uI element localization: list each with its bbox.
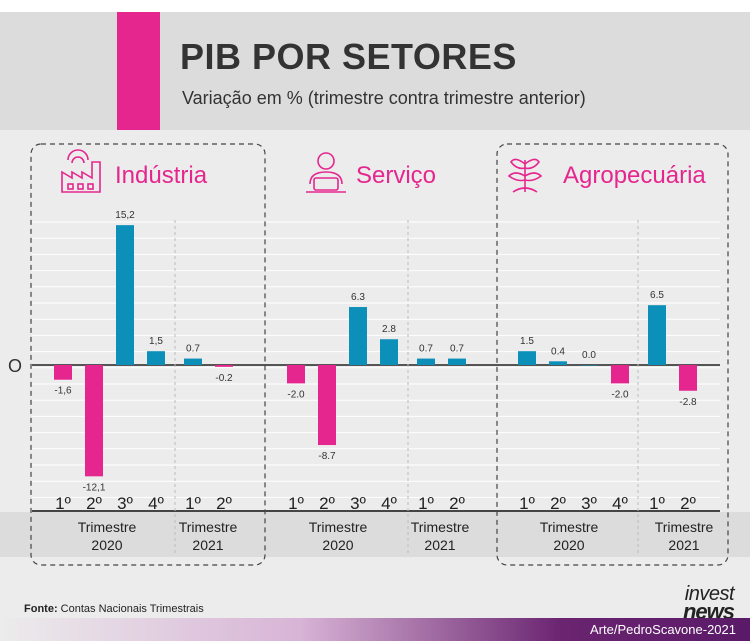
sector-title: Agropecuária: [563, 162, 706, 189]
data-label: 15,2: [115, 210, 135, 221]
year-label: 2020: [322, 537, 353, 553]
year-label: 2021: [424, 537, 455, 553]
data-label: -1,6: [54, 386, 72, 397]
bar: [648, 305, 666, 365]
data-label: -2.0: [287, 389, 305, 400]
bar: [518, 351, 536, 365]
year-label: Trimestre: [309, 519, 368, 535]
bar: [679, 365, 697, 391]
data-label: 6.5: [650, 290, 664, 301]
year-label: 2021: [668, 537, 699, 553]
quarter-label: 4º: [612, 494, 628, 513]
bar: [349, 307, 367, 365]
bar: [54, 365, 72, 380]
sector-1: Serviço -2.0 1º -8.7 2º 6.3 3º 2.8 4º 0.7 1º 0.7 2º T…: [287, 152, 470, 556]
data-label: 1,5: [149, 336, 163, 347]
bar: [287, 365, 305, 384]
quarter-label: 1º: [649, 494, 665, 513]
quarter-label: 1º: [288, 494, 304, 513]
bar: [580, 365, 598, 366]
bar: [184, 358, 202, 365]
quarter-label: 1º: [55, 494, 71, 513]
factory-icon: [61, 149, 101, 193]
quarter-label: 4º: [148, 494, 164, 513]
data-label: 0.7: [186, 344, 200, 355]
year-label: Trimestre: [179, 519, 238, 535]
bar: [549, 361, 567, 365]
credit-text: Arte/PedroScavone-2021: [590, 622, 736, 637]
quarter-label: 2º: [319, 494, 335, 513]
quarter-label: 1º: [519, 494, 535, 513]
year-label: Trimestre: [411, 519, 470, 535]
source-text: Contas Nacionais Trimestrais: [60, 603, 204, 615]
year-label: Trimestre: [78, 519, 137, 535]
quarter-label: 1º: [418, 494, 434, 513]
page-subtitle: Variação em % (trimestre contra trimestr…: [182, 88, 586, 108]
page-title: PIB POR SETORES: [180, 36, 517, 77]
data-label: -0.2: [215, 373, 233, 384]
source-label: Fonte:: [24, 603, 58, 615]
data-label: -2.8: [679, 397, 697, 408]
year-label: Trimestre: [540, 519, 599, 535]
sector-0: Indústria-1,61º-12,12º15,23º1,54º0.71º-0…: [54, 149, 238, 556]
accent-bar: [117, 12, 160, 130]
year-label: 2021: [192, 537, 223, 553]
bar: [215, 365, 233, 367]
year-label: 2020: [553, 537, 584, 553]
sector-title: Serviço: [356, 162, 436, 189]
sector-title: Indústria: [115, 162, 208, 189]
data-label: 0.4: [551, 346, 565, 357]
data-label: -12,1: [83, 482, 106, 493]
quarter-label: 2º: [86, 494, 102, 513]
data-label: 1.5: [520, 336, 534, 347]
logo-top: invest: [684, 583, 735, 605]
data-label: -2.0: [611, 389, 629, 400]
quarter-label: 3º: [581, 494, 597, 513]
quarter-label: 2º: [550, 494, 566, 513]
quarter-label: 3º: [117, 494, 133, 513]
quarter-label: 3º: [350, 494, 366, 513]
worker-icon: [306, 152, 346, 193]
investnews-logo: invest news: [682, 583, 735, 624]
quarter-strip: [0, 512, 750, 557]
top-band: [0, 0, 750, 12]
sector-bar-chart: OIndústria-1,61º-12,12º15,23º1,54º0.71º-…: [0, 143, 750, 566]
data-label: 0.0: [582, 350, 596, 361]
bar: [318, 365, 336, 446]
bar: [147, 351, 165, 365]
quarter-label: 2º: [216, 494, 232, 513]
logo-bottom: news: [682, 599, 735, 624]
bar: [85, 365, 103, 477]
bar: [448, 358, 466, 365]
bar: [116, 225, 134, 365]
quarter-label: 2º: [449, 494, 465, 513]
data-label: 6.3: [351, 292, 365, 303]
year-label: Trimestre: [655, 519, 714, 535]
sector-2: Agropecuária 1.5 1º 0.4 2º 0.0 3º -2.0 4º 6.5 1º -2…: [507, 158, 714, 556]
plant-icon: [507, 158, 543, 193]
year-label: 2020: [91, 537, 122, 553]
source-note: Fonte: Contas Nacionais Trimestrais: [24, 603, 204, 615]
quarter-label: 1º: [185, 494, 201, 513]
quarter-label: 2º: [680, 494, 696, 513]
bar: [611, 365, 629, 384]
zero-label: O: [8, 356, 22, 376]
bar: [380, 339, 398, 365]
data-label: -8.7: [318, 451, 336, 462]
footer-band: [0, 618, 750, 641]
bar: [417, 358, 435, 365]
data-label: 0.7: [450, 344, 464, 355]
data-label: 2.8: [382, 324, 396, 335]
panel-box-agropecuaria: [496, 143, 729, 566]
data-label: 0.7: [419, 344, 433, 355]
quarter-label: 4º: [381, 494, 397, 513]
